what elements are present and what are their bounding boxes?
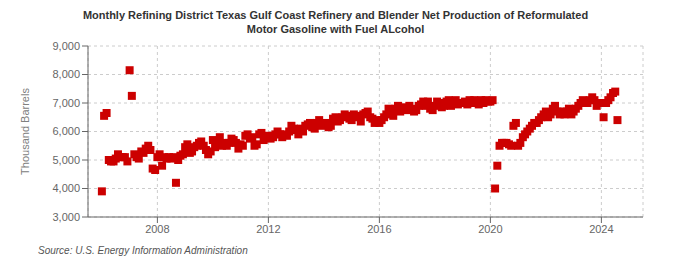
svg-text:2012: 2012 — [256, 223, 280, 235]
svg-text:9,000: 9,000 — [52, 40, 80, 52]
svg-text:4,000: 4,000 — [52, 182, 80, 194]
svg-text:7,000: 7,000 — [52, 97, 80, 109]
html-text:Monthly Refining District Texa: Monthly Refining District Texas Gulf Coa… — [82, 9, 589, 21]
html-text:Source: U.S. Energy Informatio: Source: U.S. Energy Information Administ… — [38, 245, 248, 256]
svg-text:2020: 2020 — [478, 223, 502, 235]
svg-text:3,000: 3,000 — [52, 211, 80, 223]
html-text:Motor Gasoline with Fuel ALcoh: Motor Gasoline with Fuel ALcohol — [246, 23, 425, 35]
svg-text:2016: 2016 — [367, 223, 391, 235]
svg-text:2024: 2024 — [589, 223, 613, 235]
svg-text:5,000: 5,000 — [52, 154, 80, 166]
svg-text:6,000: 6,000 — [52, 125, 80, 137]
svg-text:8,000: 8,000 — [52, 68, 80, 80]
svg-text:2008: 2008 — [145, 223, 169, 235]
svg-text:Thousand Barrels: Thousand Barrels — [19, 88, 31, 175]
